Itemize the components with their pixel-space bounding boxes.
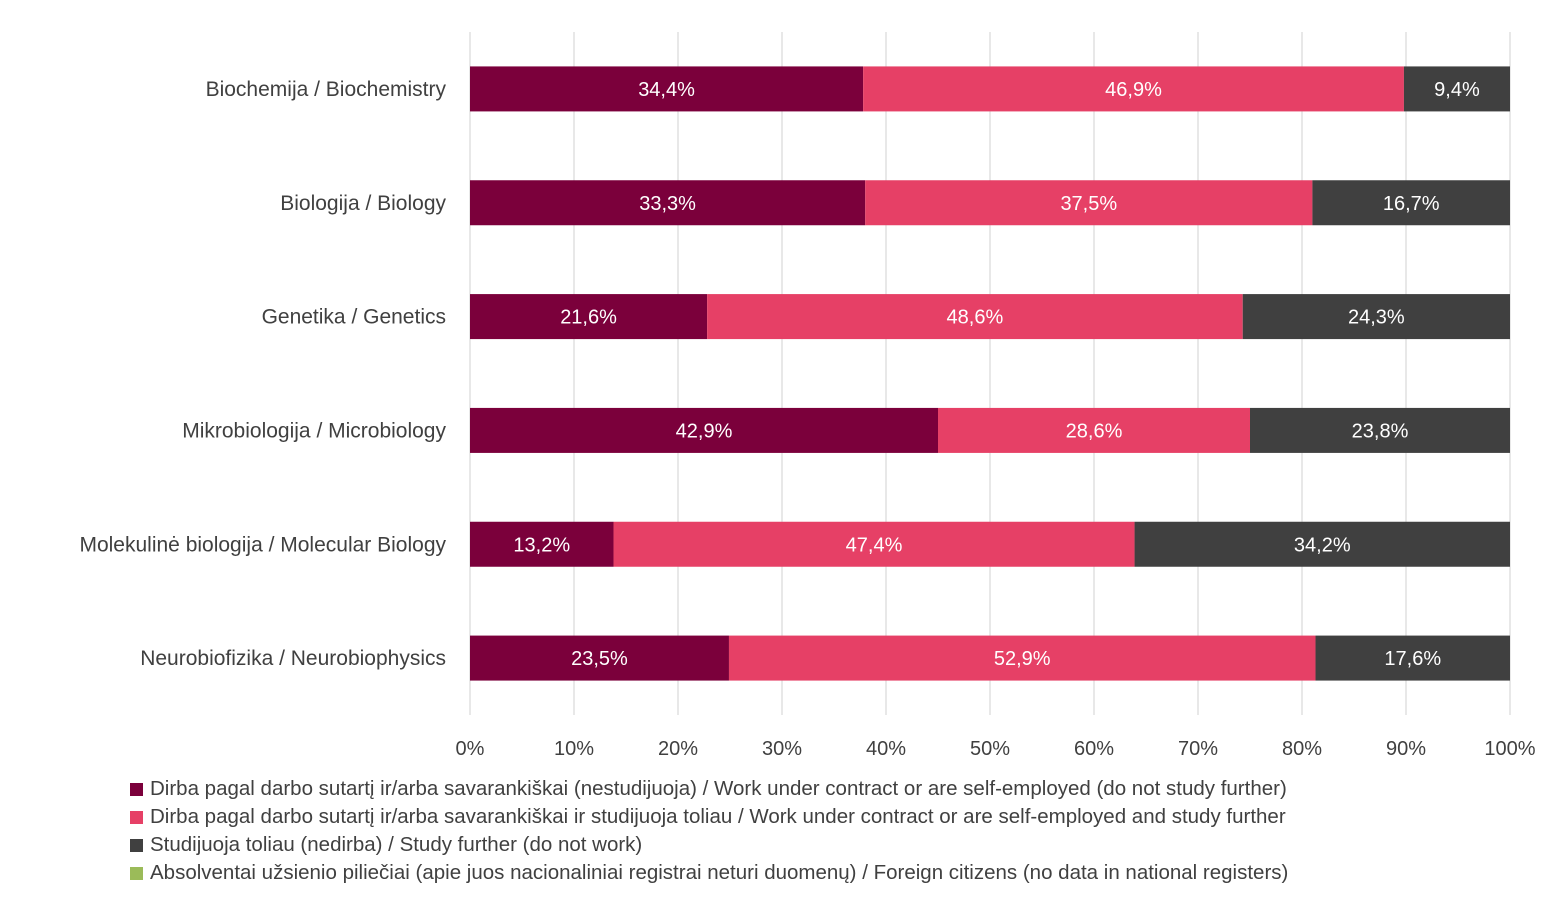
category-labels: Biochemija / Biochemistry Biologija / Bio… xyxy=(79,78,446,670)
bar-segment xyxy=(1315,635,1510,681)
data-label: 37,5% xyxy=(1060,193,1117,215)
bar-segment xyxy=(1403,66,1510,112)
x-tick-label: 0% xyxy=(456,738,485,760)
bar-segment xyxy=(470,66,864,112)
category-label: Biologija / Biology xyxy=(280,192,446,215)
bar-segment xyxy=(470,294,708,340)
bar-segment xyxy=(863,66,1404,112)
data-label: 48,6% xyxy=(947,307,1004,329)
category-label: Molekulinė biologija / Molecular Biology xyxy=(79,533,446,556)
data-label: 46,9% xyxy=(1105,79,1162,101)
bar-segment xyxy=(470,635,729,681)
x-tick-label: 90% xyxy=(1386,738,1426,760)
x-tick-label: 30% xyxy=(762,738,802,760)
legend-label: Dirba pagal darbo sutartį ir/arba savara… xyxy=(150,777,1287,800)
data-label: 9,4% xyxy=(1434,79,1480,101)
category-label: Genetika / Genetics xyxy=(262,306,446,329)
legend-item: Absolventai užsienio piliečiai (apie juo… xyxy=(130,859,1288,887)
stacked-bar-chart: 34,4% 46,9% 9,4% 33,3% 37,5% 16,7% 21,6% 48,6% 2… xyxy=(79,32,1536,760)
legend-item: Studijuoja toliau (nedirba) / Study furt… xyxy=(130,831,1288,859)
bar-segment xyxy=(865,180,1313,226)
data-label: 47,4% xyxy=(846,534,903,556)
x-axis-tick-labels: 0% 10% 20% 30% 40% 50% 60% 70% 80% 90% 100% xyxy=(456,738,1536,760)
x-tick-label: 60% xyxy=(1074,738,1114,760)
bar-segment xyxy=(1242,294,1510,340)
data-label: 34,4% xyxy=(638,79,695,101)
data-label: 42,9% xyxy=(676,420,733,442)
x-tick-label: 100% xyxy=(1484,738,1535,760)
data-label: 17,6% xyxy=(1384,648,1441,670)
legend-swatch xyxy=(130,866,143,880)
legend-item: Dirba pagal darbo sutartį ir/arba savara… xyxy=(130,803,1288,831)
bar-segment xyxy=(1134,521,1510,567)
category-label: Biochemija / Biochemistry xyxy=(206,78,447,101)
bar-segment xyxy=(938,407,1250,453)
data-label: 33,3% xyxy=(639,193,696,215)
x-tick-label: 20% xyxy=(658,738,698,760)
legend: Dirba pagal darbo sutartį ir/arba savara… xyxy=(130,775,1288,887)
data-label: 28,6% xyxy=(1066,420,1123,442)
x-tick-label: 10% xyxy=(554,738,594,760)
category-label: Mikrobiologija / Microbiology xyxy=(182,419,446,442)
legend-item: Dirba pagal darbo sutartį ir/arba savara… xyxy=(130,775,1288,803)
data-label: 23,5% xyxy=(571,648,628,670)
data-label: 24,3% xyxy=(1348,307,1405,329)
legend-swatch xyxy=(130,782,143,796)
x-tick-label: 50% xyxy=(970,738,1010,760)
bar-segments: 34,4% 46,9% 9,4% 33,3% 37,5% 16,7% 21,6% 48,6% 2… xyxy=(470,66,1510,681)
bar-segment xyxy=(613,521,1135,567)
data-label: 34,2% xyxy=(1294,534,1351,556)
legend-label: Absolventai užsienio piliečiai (apie juo… xyxy=(150,861,1289,884)
legend-swatch xyxy=(130,810,143,824)
category-label: Neurobiofizika / Neurobiophysics xyxy=(140,647,446,670)
data-label: 23,8% xyxy=(1352,420,1409,442)
legend-label: Dirba pagal darbo sutartį ir/arba savara… xyxy=(150,805,1286,828)
gridlines xyxy=(469,32,1511,715)
x-tick-label: 40% xyxy=(866,738,906,760)
data-label: 16,7% xyxy=(1383,193,1440,215)
x-tick-label: 80% xyxy=(1282,738,1322,760)
bar-segment xyxy=(707,294,1243,340)
legend-swatch xyxy=(130,838,143,852)
data-label: 13,2% xyxy=(513,534,570,556)
bar-segment xyxy=(728,635,1316,681)
bar-segment xyxy=(470,521,614,567)
bar-segment xyxy=(470,180,866,226)
bar-segment xyxy=(470,407,938,453)
bar-segment xyxy=(1312,180,1510,226)
data-label: 21,6% xyxy=(560,307,617,329)
bar-segment xyxy=(1250,407,1510,453)
x-tick-label: 70% xyxy=(1178,738,1218,760)
legend-label: Studijuoja toliau (nedirba) / Study furt… xyxy=(150,833,643,856)
data-label: 52,9% xyxy=(994,648,1051,670)
